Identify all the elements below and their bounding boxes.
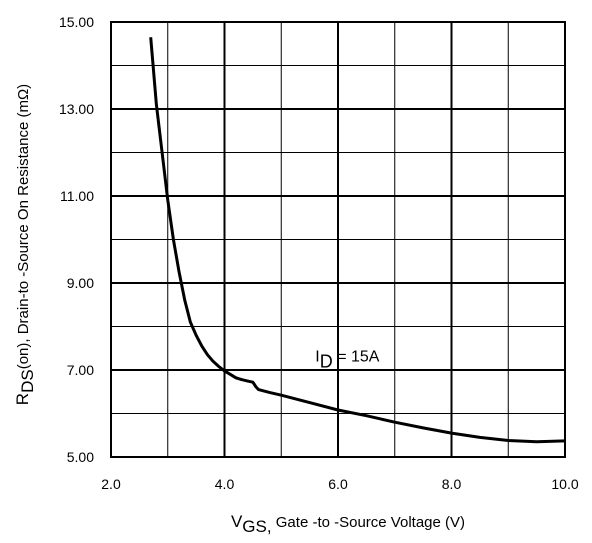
y-tick-label: 9.00 [67,275,94,291]
y-tick-label: 13.00 [59,101,94,117]
y-tick-label: 11.00 [60,188,94,204]
x-axis-title-main: V [231,512,243,531]
annotation-id: ID = 15A [315,348,379,371]
grid [111,22,565,457]
x-tick-label: 10.0 [551,476,578,492]
y-axis-title-mid: (on), Drain-to -Source On Resistance (m [15,100,32,369]
y-tick-label: 7.00 [67,362,94,378]
x-tick-label: 4.0 [215,476,235,492]
x-tick-label: 2.0 [101,476,121,492]
annotation-subscript: D [320,351,333,371]
x-axis-title: VGS, Gate -to -Source Voltage (V) [231,512,465,536]
annotation-rest: = 15A [333,348,380,365]
x-axis-title-sub: GS, [242,517,271,536]
series-line [149,37,566,444]
plot-frame [110,21,566,458]
y-axis-title-prefix: R [13,393,32,405]
annotation-prefix: I [315,348,319,365]
y-axis-title-sub: DS [18,369,37,393]
x-tick-label: 8.0 [442,476,462,492]
x-axis-title-rest: Gate -to -Source Voltage (V) [272,514,465,531]
y-axis-title-suffix: ) [15,84,32,89]
y-tick-label: 5.00 [67,449,94,465]
x-tick-label: 6.0 [328,476,348,492]
y-tick-label: 15.00 [59,14,94,30]
y-axis-title-symbol: Ω [15,89,32,100]
y-axis-title: RDS(on), Drain-to -Source On Resistance … [13,84,37,405]
tick-labels: 2.0 4.0 6.0 8.0 10.0 5.00 7.00 9.00 11.00 13.00 15… [59,14,579,492]
